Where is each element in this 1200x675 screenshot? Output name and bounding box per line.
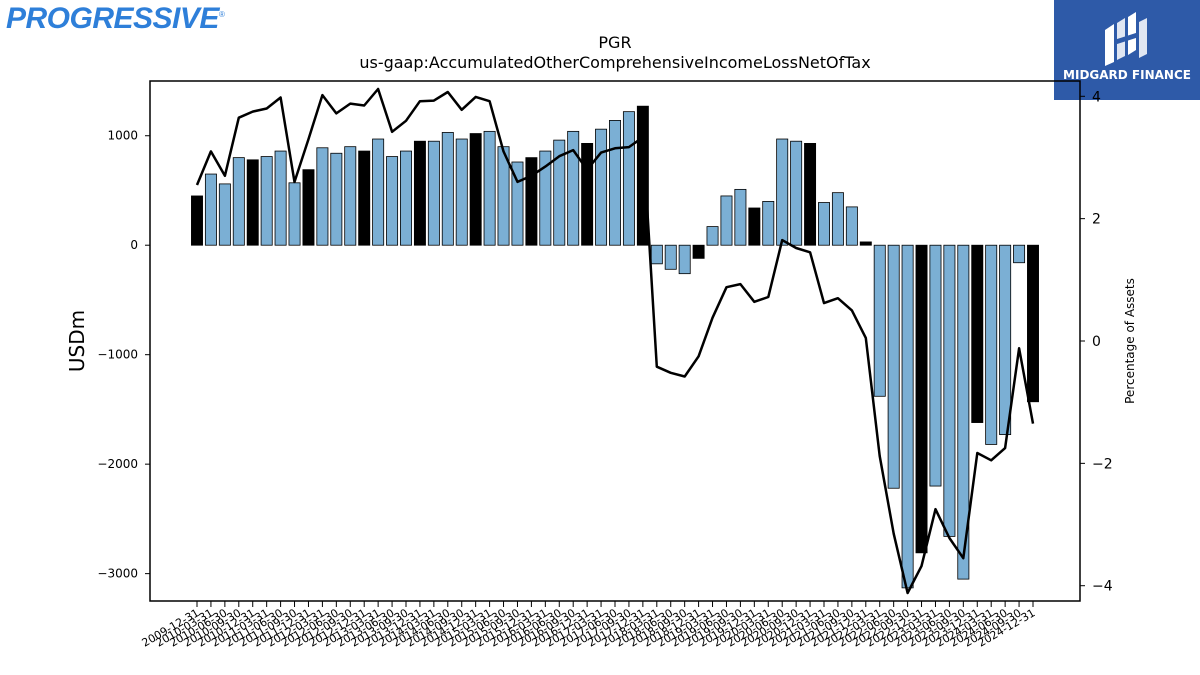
y2-tick-label: 2 <box>1092 212 1101 228</box>
progressive-logo: PROGRESSIVE® <box>6 2 225 36</box>
bar-2021-03-31 <box>818 202 830 246</box>
chart-subtitle: us-gaap:AccumulatedOtherComprehensiveInc… <box>359 53 870 72</box>
y-axis-label: USDm <box>65 310 89 372</box>
bar-2022-09-30 <box>901 244 914 589</box>
y2-tick-label: −2 <box>1092 456 1113 472</box>
bar-2014-12-31 <box>469 133 482 246</box>
bar-2013-03-31 <box>372 138 385 246</box>
bar-2010-09-30 <box>232 157 245 246</box>
midgard-monogram-icon <box>1105 12 1147 66</box>
bar-2013-09-30 <box>400 150 412 246</box>
bar-2015-12-31 <box>525 157 538 246</box>
bar-2016-03-31 <box>539 150 552 246</box>
bar-2024-06-30 <box>999 244 1012 436</box>
y-axis: −3000 −2000 −1000 0 1000 <box>97 129 150 581</box>
bar-2010-03-31 <box>204 173 217 246</box>
bar-2013-12-31 <box>413 140 426 246</box>
bar-2011-06-30 <box>274 150 287 246</box>
bar-2021-06-30 <box>831 192 844 246</box>
bar-2019-03-31 <box>706 226 719 246</box>
bar-2012-06-30 <box>330 152 343 246</box>
y2-tick-label: 0 <box>1092 334 1101 350</box>
bar-2010-06-30 <box>218 183 231 246</box>
y-tick-label: −3000 <box>97 567 138 581</box>
bar-2018-09-30 <box>678 244 691 275</box>
bar-2020-03-31 <box>762 201 775 246</box>
bar-2023-03-31 <box>929 244 942 487</box>
bar-2011-12-31 <box>302 169 315 246</box>
bar-2017-06-30 <box>609 120 621 246</box>
y-tick-label: 1000 <box>107 129 138 143</box>
bar-2018-06-30 <box>664 244 677 270</box>
bar-2016-06-30 <box>553 139 566 246</box>
y-tick-label: 0 <box>130 238 138 252</box>
bar-2021-12-31 <box>859 241 872 246</box>
bar-2015-03-31 <box>483 130 496 246</box>
bar-2023-06-30 <box>943 244 956 537</box>
logo-registered-mark: ® <box>218 10 225 19</box>
bar-2024-12-31 <box>1027 244 1039 403</box>
bar-2023-09-30 <box>957 244 970 580</box>
bar-2016-09-30 <box>567 130 580 246</box>
bar-2012-03-31 <box>316 147 329 246</box>
bar-2022-06-30 <box>887 244 900 489</box>
pct-assets-line <box>195 87 1035 595</box>
bar-2020-09-30 <box>790 140 803 246</box>
bar-2011-09-30 <box>288 182 301 246</box>
y-tick-label: −1000 <box>97 348 138 362</box>
bar-2017-03-31 <box>595 128 608 246</box>
bar-2019-12-31 <box>748 207 761 246</box>
badge-label: MIDGARD FINANCE <box>1063 68 1191 82</box>
y2-tick-label: 4 <box>1092 89 1101 105</box>
bar-2018-12-31 <box>692 244 705 259</box>
bar-2018-03-31 <box>650 244 663 265</box>
bar-2022-03-31 <box>873 244 886 397</box>
y-tick-label: −2000 <box>97 457 138 471</box>
bar-2012-12-31 <box>358 150 371 246</box>
bar-2015-09-30 <box>511 161 524 246</box>
y2-axis-label: Percentage of Assets <box>1123 278 1137 404</box>
bar-2017-12-31 <box>636 105 649 246</box>
bars-layer <box>191 105 1039 589</box>
bar-2020-12-31 <box>804 142 817 246</box>
logo-text: PROGRESSIVE <box>6 2 219 35</box>
bar-2014-09-30 <box>455 138 468 246</box>
bar-2023-12-31 <box>971 244 984 423</box>
bar-2015-06-30 <box>497 146 510 246</box>
bar-2009-12-31 <box>191 195 203 246</box>
y2-axis: −4 −2 0 2 4 <box>1080 89 1113 595</box>
bar-2017-09-30 <box>622 111 635 246</box>
bar-2014-06-30 <box>441 132 454 246</box>
bar-2022-12-31 <box>915 244 928 554</box>
bar-2014-03-31 <box>427 140 440 246</box>
bar-2024-09-30 <box>1013 244 1026 264</box>
line-layer <box>195 87 1035 595</box>
bar-2010-12-31 <box>246 159 259 246</box>
bar-2016-12-31 <box>581 142 594 246</box>
bar-2011-03-31 <box>260 156 273 246</box>
bar-2021-09-30 <box>845 206 858 246</box>
x-axis: 2009-12-312010-03-312010-06-302010-09-30… <box>140 601 1038 650</box>
bar-2020-06-30 <box>776 138 789 246</box>
bar-2024-03-31 <box>985 244 998 445</box>
bar-2019-09-30 <box>734 188 747 246</box>
bar-2013-06-30 <box>386 156 399 246</box>
bar-2012-09-30 <box>344 146 357 246</box>
chart-title: PGR <box>598 33 631 52</box>
midgard-finance-badge <box>1054 0 1200 100</box>
y2-tick-label: −4 <box>1092 579 1113 595</box>
bar-2019-06-30 <box>720 195 733 246</box>
